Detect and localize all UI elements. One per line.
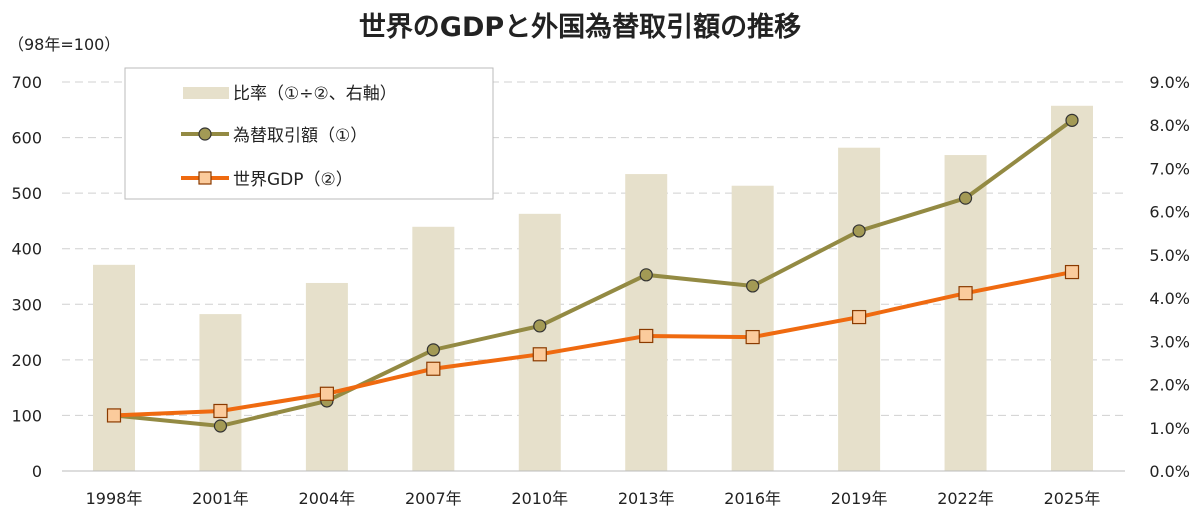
legend-marker-fx bbox=[198, 127, 212, 141]
marker-gdp bbox=[106, 408, 122, 423]
right-tick-label: 5.0% bbox=[1149, 246, 1190, 265]
x-tick-label: 2016年 bbox=[724, 489, 781, 508]
right-tick-label: 2.0% bbox=[1149, 376, 1190, 395]
left-tick-label: 500 bbox=[11, 184, 42, 203]
right-tick-label: 9.0% bbox=[1149, 73, 1190, 92]
right-tick-label: 1.0% bbox=[1149, 419, 1190, 438]
marker-gdp bbox=[639, 328, 654, 344]
bar-ratio bbox=[518, 213, 561, 472]
right-tick-label: 8.0% bbox=[1149, 116, 1190, 135]
marker-fx bbox=[426, 343, 440, 357]
legend-label-ratio: 比率（①÷②、右軸） bbox=[233, 84, 397, 104]
legend-marker-gdp bbox=[198, 171, 212, 185]
legend: 比率（①÷②、右軸） 為替取引額（①） 世界GDP（②） bbox=[124, 67, 494, 200]
right-tick-label: 3.0% bbox=[1149, 332, 1190, 351]
marker-gdp bbox=[1064, 264, 1080, 280]
left-tick-label: 600 bbox=[11, 129, 42, 148]
marker-gdp bbox=[958, 286, 973, 301]
x-tick-label: 1998年 bbox=[86, 489, 143, 508]
series-line-1 bbox=[113, 118, 1074, 429]
bar-ratio bbox=[838, 147, 881, 471]
right-tick-label: 7.0% bbox=[1149, 159, 1190, 178]
bar-ratio bbox=[731, 185, 774, 471]
marker-gdp bbox=[745, 329, 760, 345]
right-tick-label: 0.0% bbox=[1149, 462, 1190, 481]
marker-gdp bbox=[319, 386, 334, 401]
x-tick-label: 2004年 bbox=[299, 489, 356, 508]
right-tick-label: 4.0% bbox=[1149, 289, 1190, 308]
marker-fx bbox=[852, 224, 866, 238]
marker-fx bbox=[213, 419, 228, 433]
left-tick-label: 400 bbox=[11, 240, 42, 259]
marker-gdp bbox=[852, 309, 867, 325]
x-tick-label: 2025年 bbox=[1044, 489, 1101, 508]
bar-ratio bbox=[305, 282, 348, 471]
left-tick-label: 700 bbox=[11, 73, 42, 92]
legend-swatch-ratio bbox=[183, 87, 229, 99]
marker-gdp bbox=[213, 403, 228, 419]
right-tick-label: 6.0% bbox=[1149, 203, 1190, 222]
bar-ratio bbox=[1051, 105, 1093, 472]
left-axis-label: （98年=100） bbox=[8, 35, 120, 54]
marker-fx bbox=[958, 191, 973, 205]
legend-label-gdp: 世界GDP（②） bbox=[233, 170, 353, 190]
bar-ratio bbox=[199, 314, 242, 471]
x-tick-label: 2007年 bbox=[405, 489, 462, 508]
marker-fx bbox=[639, 268, 653, 282]
bar-ratio bbox=[944, 155, 987, 471]
left-tick-label: 300 bbox=[11, 295, 42, 314]
x-tick-label: 2001年 bbox=[192, 489, 249, 508]
left-tick-label: 200 bbox=[11, 351, 42, 370]
marker-fx bbox=[746, 279, 760, 293]
x-tick-label: 2019年 bbox=[831, 489, 888, 508]
x-tick-label: 2022年 bbox=[937, 489, 994, 508]
chart-title: 世界のGDPと外国為替取引額の推移 bbox=[359, 11, 801, 43]
marker-gdp bbox=[426, 361, 441, 376]
series-line-2 bbox=[113, 270, 1073, 418]
left-tick-label: 0 bbox=[32, 462, 42, 481]
left-tick-label: 100 bbox=[11, 406, 42, 425]
marker-fx bbox=[1065, 113, 1079, 127]
legend-label-fx: 為替取引額（①） bbox=[233, 126, 367, 146]
marker-fx bbox=[533, 319, 547, 333]
x-tick-label: 2010年 bbox=[511, 489, 568, 508]
x-tick-label: 2013年 bbox=[618, 489, 675, 508]
bar-ratio bbox=[93, 264, 135, 471]
bar-ratio bbox=[625, 174, 668, 471]
marker-gdp bbox=[532, 347, 547, 362]
